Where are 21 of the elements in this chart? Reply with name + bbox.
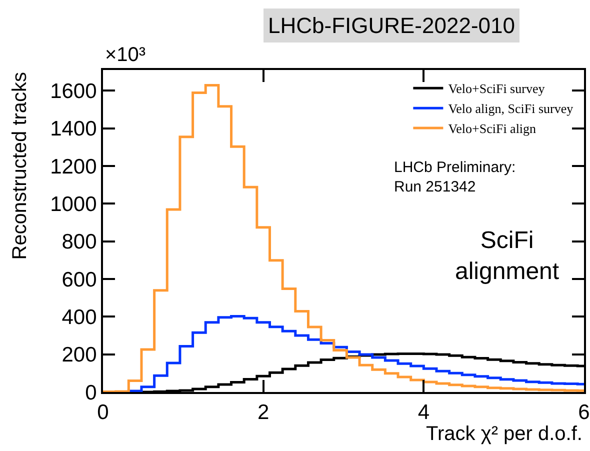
annotation: SciFi alignment	[455, 227, 560, 286]
x-tick-label: 4	[418, 401, 430, 424]
y-tick-label: 0	[85, 381, 97, 404]
y-tick-label: 1200	[50, 155, 97, 178]
y-axis-title: Reconstructed tracks	[8, 72, 31, 260]
y-tick-label: 800	[62, 230, 97, 254]
x-axis-title: Track χ² per d.o.f.	[426, 423, 582, 445]
annotation: LHCb Preliminary: Run 251342	[394, 159, 516, 196]
x-tick-label: 2	[257, 401, 270, 424]
y-tick-label: 400	[62, 306, 97, 330]
legend-label: Velo+SciFi survey	[448, 81, 546, 96]
y-tick-label: 1000	[50, 193, 97, 216]
y-tick-label: 1600	[50, 80, 97, 104]
y-tick-label: 600	[62, 268, 97, 292]
x-tick-label: 6	[578, 401, 590, 424]
legend-label: Velo+SciFi align	[448, 121, 537, 136]
y-tick-label: 200	[62, 344, 97, 367]
text: ×10³	[105, 44, 146, 66]
y-tick-label: 1400	[50, 118, 97, 141]
legend-label: Velo align, SciFi survey	[448, 101, 574, 116]
chart-title: LHCb-FIGURE-2022-010	[268, 13, 515, 38]
